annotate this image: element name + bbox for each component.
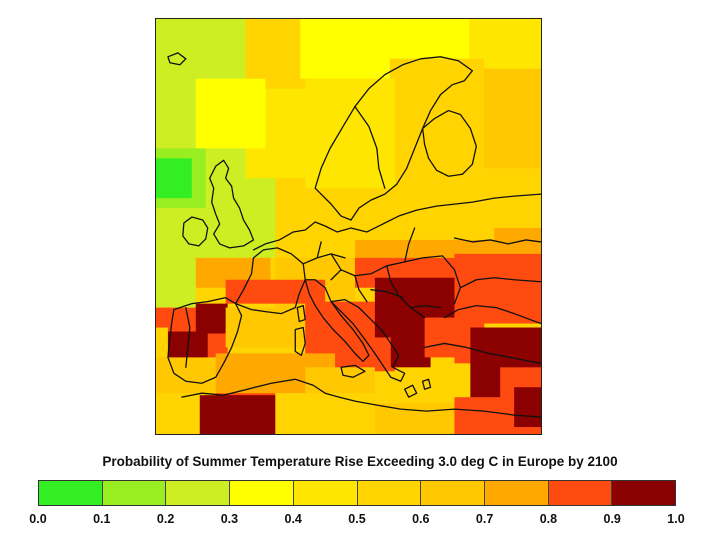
sicily: [340, 364, 366, 378]
balkans-coastline: [330, 299, 406, 382]
greece-islands: [404, 378, 432, 398]
probability-grid-cell: [389, 19, 470, 59]
colorbar-segment: [484, 481, 549, 505]
colorbar-segment: [293, 481, 358, 505]
inland-borders: [302, 227, 541, 319]
sweden-norway-border: [354, 105, 386, 189]
great-britain-coastline: [209, 159, 255, 249]
corsica: [296, 304, 306, 323]
legend-title: Probability of Summer Temperature Rise E…: [102, 454, 618, 469]
europe-map-svg: [156, 19, 541, 434]
colorbar-tick-label: 1.0: [667, 512, 685, 526]
coastlines-and-borders: [167, 52, 541, 418]
probability-grid-cell: [156, 19, 246, 49]
probability-grid-cell: [156, 158, 192, 199]
north-africa-coastline: [181, 378, 541, 418]
probability-grid-cell: [305, 78, 395, 189]
probability-colorbar: [38, 480, 676, 506]
sardinia: [294, 326, 306, 357]
probability-grid: [156, 19, 541, 434]
continental-europe-coastline: [252, 193, 541, 251]
colorbar-segment: [357, 481, 422, 505]
probability-grid-cell: [514, 387, 541, 428]
black-sea-coastline: [443, 304, 541, 325]
colorbar-tick-label: 0.0: [29, 512, 47, 526]
probability-grid-cell: [484, 68, 541, 169]
probability-grid-cell: [195, 303, 228, 334]
probability-grid-cell: [195, 78, 266, 149]
scandinavia-coastline: [314, 56, 474, 221]
probability-map: [155, 18, 542, 435]
spain-portugal-border: [185, 306, 191, 368]
probability-grid-cell: [275, 393, 375, 434]
finland-outline: [421, 109, 477, 177]
colorbar-segment: [230, 481, 294, 505]
probability-grid-cell: [225, 279, 326, 304]
colorbar-tick-label: 0.2: [156, 512, 175, 526]
colorbar-segment: [612, 481, 676, 505]
colorbar-segment: [421, 481, 485, 505]
colorbar-tick-label: 0.4: [284, 512, 302, 526]
colorbar-segment: [39, 481, 103, 505]
iberian-peninsula-coastline: [167, 297, 243, 384]
anatolia-coastline: [423, 342, 541, 364]
probability-grid-cell: [300, 19, 390, 79]
probability-grid-cell: [225, 307, 306, 348]
probability-grid-cell: [199, 395, 276, 434]
colorbar-tick-label: 0.6: [412, 512, 430, 526]
colorbar-tick-label: 0.3: [220, 512, 239, 526]
colorbar-tick-label: 0.9: [603, 512, 621, 526]
probability-grid-cell: [394, 283, 455, 314]
colorbar-tick-labels: 0.0 0.1 0.2 0.3 0.4 0.5 0.6 0.7 0.8 0.9 1.0: [0, 512, 720, 532]
probability-grid-cell: [454, 253, 541, 324]
probability-grid-cell: [156, 257, 196, 308]
italy-peninsula: [304, 279, 370, 362]
colorbar-tick-label: 0.7: [475, 512, 494, 526]
colorbar-tick-label: 0.1: [93, 512, 111, 526]
colorbar-segment: [166, 481, 231, 505]
north-coast-fragment: [167, 52, 187, 66]
ireland-coastline: [182, 216, 209, 247]
probability-grid-cell: [394, 58, 485, 169]
probability-grid-cell: [374, 403, 455, 434]
colorbar-segment: [102, 481, 167, 505]
colorbar-segment: [548, 481, 613, 505]
colorbar-tick-label: 0.5: [348, 512, 366, 526]
colorbar-tick-label: 0.8: [539, 512, 558, 526]
probability-grid-cell: [245, 19, 301, 89]
